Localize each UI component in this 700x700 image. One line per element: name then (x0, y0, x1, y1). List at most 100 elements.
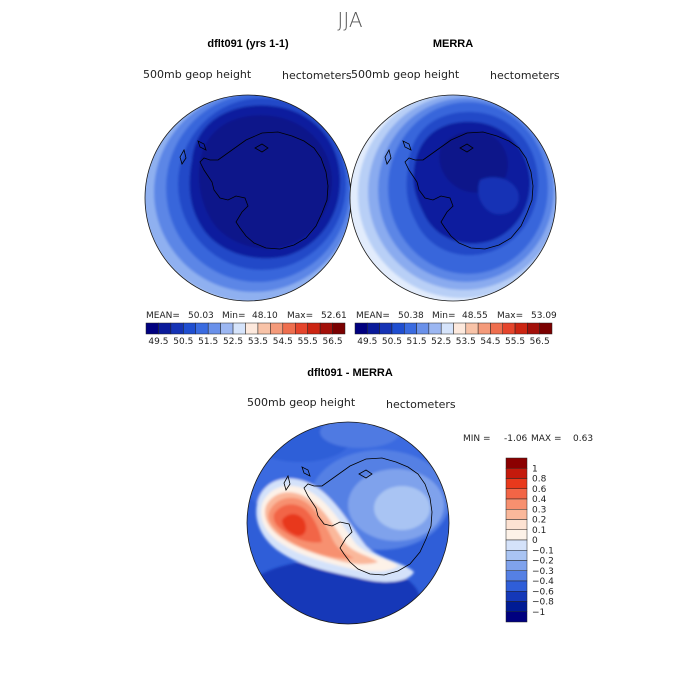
stats-merra-min-label: Min= (432, 311, 456, 321)
colorbar-merra-swatch (428, 322, 442, 335)
colorbar-model-swatch (207, 322, 221, 335)
colorbar-merra-tick-label: 56.5 (530, 337, 550, 347)
stats-difference-min-label: MIN = (463, 434, 491, 444)
colorbar-model-tick-label: 56.5 (323, 337, 343, 347)
colorbar-merra-swatch (527, 322, 540, 335)
colorbar-difference-swatch (505, 550, 528, 561)
colorbar-merra-tick-label: 54.5 (480, 337, 500, 347)
colorbar-model-swatch (295, 322, 308, 335)
panel-merra-variable: 500mb geop height (351, 68, 460, 81)
colorbar-difference-tick-label: 0 (532, 536, 538, 546)
panel-model-title: dflt091 (yrs 1-1) (207, 38, 289, 50)
colorbar-merra-swatch (391, 322, 405, 335)
colorbar-difference-tick-label: −1 (532, 608, 545, 618)
stats-difference-min: -1.06 (504, 434, 528, 444)
colorbar-merra-swatch (477, 322, 491, 335)
coastline-model (179, 131, 329, 250)
panel-difference-title: dflt091 - MERRA (307, 367, 393, 379)
colorbar-model-swatch (158, 322, 172, 335)
stats-model-min: 48.10 (252, 311, 278, 321)
stats-model: MEAN= 50.03 Min= 48.10 Max= 52.61 (146, 311, 347, 321)
colorbar-difference-tick-label: −0.8 (532, 598, 554, 608)
colorbar-difference-swatch (505, 591, 528, 602)
panel-merra: MERRA 500mb geop height hectometers MEAN… (349, 38, 560, 347)
colorbar-merra-swatch (465, 322, 479, 335)
colorbar-difference-tick-label: 0.1 (532, 526, 546, 536)
panel-difference-variable: 500mb geop height (247, 396, 356, 409)
panel-model: dflt091 (yrs 1-1) 500mb geop height hect… (143, 38, 352, 347)
panel-merra-title: MERRA (433, 38, 473, 50)
colorbar-difference-tick-label: −0.3 (532, 567, 554, 577)
colorbar-difference-tick-label: 0.6 (532, 485, 547, 495)
colorbar-difference-swatch (505, 529, 528, 541)
stats-model-mean: 50.03 (188, 311, 214, 321)
colorbar-model-swatch (332, 322, 346, 335)
colorbar-model-swatch (270, 322, 284, 335)
colorbar-merra-swatch (416, 322, 430, 335)
colorbar-model: 49.5 50.5 51.5 52.5 53.5 54.5 55.5 56.5 (145, 322, 346, 347)
colorbar-model-tick-label: 51.5 (198, 337, 218, 347)
colorbar-model-swatch (183, 322, 196, 335)
colorbar-merra-tick-label: 51.5 (407, 337, 427, 347)
colorbar-merra-swatch (367, 322, 380, 335)
stats-difference-max-label: MAX = (531, 434, 562, 444)
stats-merra-min: 48.55 (462, 311, 488, 321)
colorbar-model-tick-label: 53.5 (248, 337, 268, 347)
colorbar-difference-swatch (505, 601, 528, 612)
colorbar-difference: 10.80.60.40.30.20.10−0.1−0.2−0.3−0.4−0.6… (505, 457, 554, 623)
colorbar-model-tick-label: 52.5 (223, 337, 243, 347)
colorbar-model-swatch (170, 322, 184, 335)
stats-merra-mean-label: MEAN= (356, 311, 390, 321)
colorbar-difference-swatch (505, 560, 528, 571)
stats-difference-max: 0.63 (573, 434, 593, 444)
colorbar-difference-tick-label: −0.4 (532, 577, 554, 587)
panel-difference-units: hectometers (386, 398, 456, 411)
colorbar-model-swatch (307, 322, 321, 335)
colorbar-merra-swatch (490, 322, 503, 335)
colorbar-model-swatch (195, 322, 209, 335)
coastline-difference (283, 457, 433, 576)
colorbar-merra-swatch (539, 322, 553, 335)
colorbar-difference-swatch (505, 498, 528, 510)
colorbar-merra-swatch (453, 322, 467, 335)
stats-model-max: 52.61 (321, 311, 347, 321)
colorbar-model-swatch (220, 322, 234, 335)
colorbar-difference-swatch (505, 488, 528, 500)
stats-model-mean-label: MEAN= (146, 311, 180, 321)
colorbar-difference-tick-label: 0.2 (532, 516, 546, 526)
stats-merra-max: 53.09 (531, 311, 557, 321)
colorbar-difference-swatch (505, 539, 528, 551)
colorbar-merra-swatch (354, 322, 368, 335)
colorbar-merra-tick-label: 49.5 (357, 337, 377, 347)
colorbar-merra-swatch (440, 322, 454, 335)
colorbar-model-swatch (257, 322, 271, 335)
colorbar-model-tick-label: 49.5 (148, 337, 168, 347)
stats-model-min-label: Min= (222, 311, 246, 321)
colorbar-difference-swatch (505, 509, 528, 520)
stats-model-max-label: Max= (287, 311, 313, 321)
panel-model-variable: 500mb geop height (143, 68, 252, 81)
colorbar-difference-swatch (505, 570, 528, 582)
colorbar-difference-tick-label: −0.2 (532, 557, 554, 567)
colorbar-difference-swatch (505, 478, 528, 489)
coastline-merra (384, 131, 534, 250)
colorbar-merra-swatch (502, 322, 516, 335)
map-difference (247, 422, 449, 624)
colorbar-merra-swatch (514, 322, 528, 335)
colorbar-model-swatch (232, 322, 246, 335)
colorbar-model-tick-label: 50.5 (173, 337, 193, 347)
colorbar-model-tick-label: 55.5 (298, 337, 318, 347)
colorbar-difference-tick-label: 1 (532, 464, 538, 474)
colorbar-difference-tick-label: 0.4 (532, 495, 547, 505)
colorbar-difference-tick-label: 0.8 (532, 475, 547, 485)
colorbar-merra-swatch (379, 322, 393, 335)
main-title: JJA (337, 8, 362, 32)
colorbar-model-tick-label: 54.5 (273, 337, 293, 347)
stats-merra: MEAN= 50.38 Min= 48.55 Max= 53.09 (356, 311, 557, 321)
colorbar-difference-tick-label: −0.6 (532, 587, 554, 597)
panel-merra-units: hectometers (490, 69, 560, 82)
colorbar-difference-tick-label: −0.1 (532, 546, 554, 556)
colorbar-difference-swatch (505, 457, 528, 469)
